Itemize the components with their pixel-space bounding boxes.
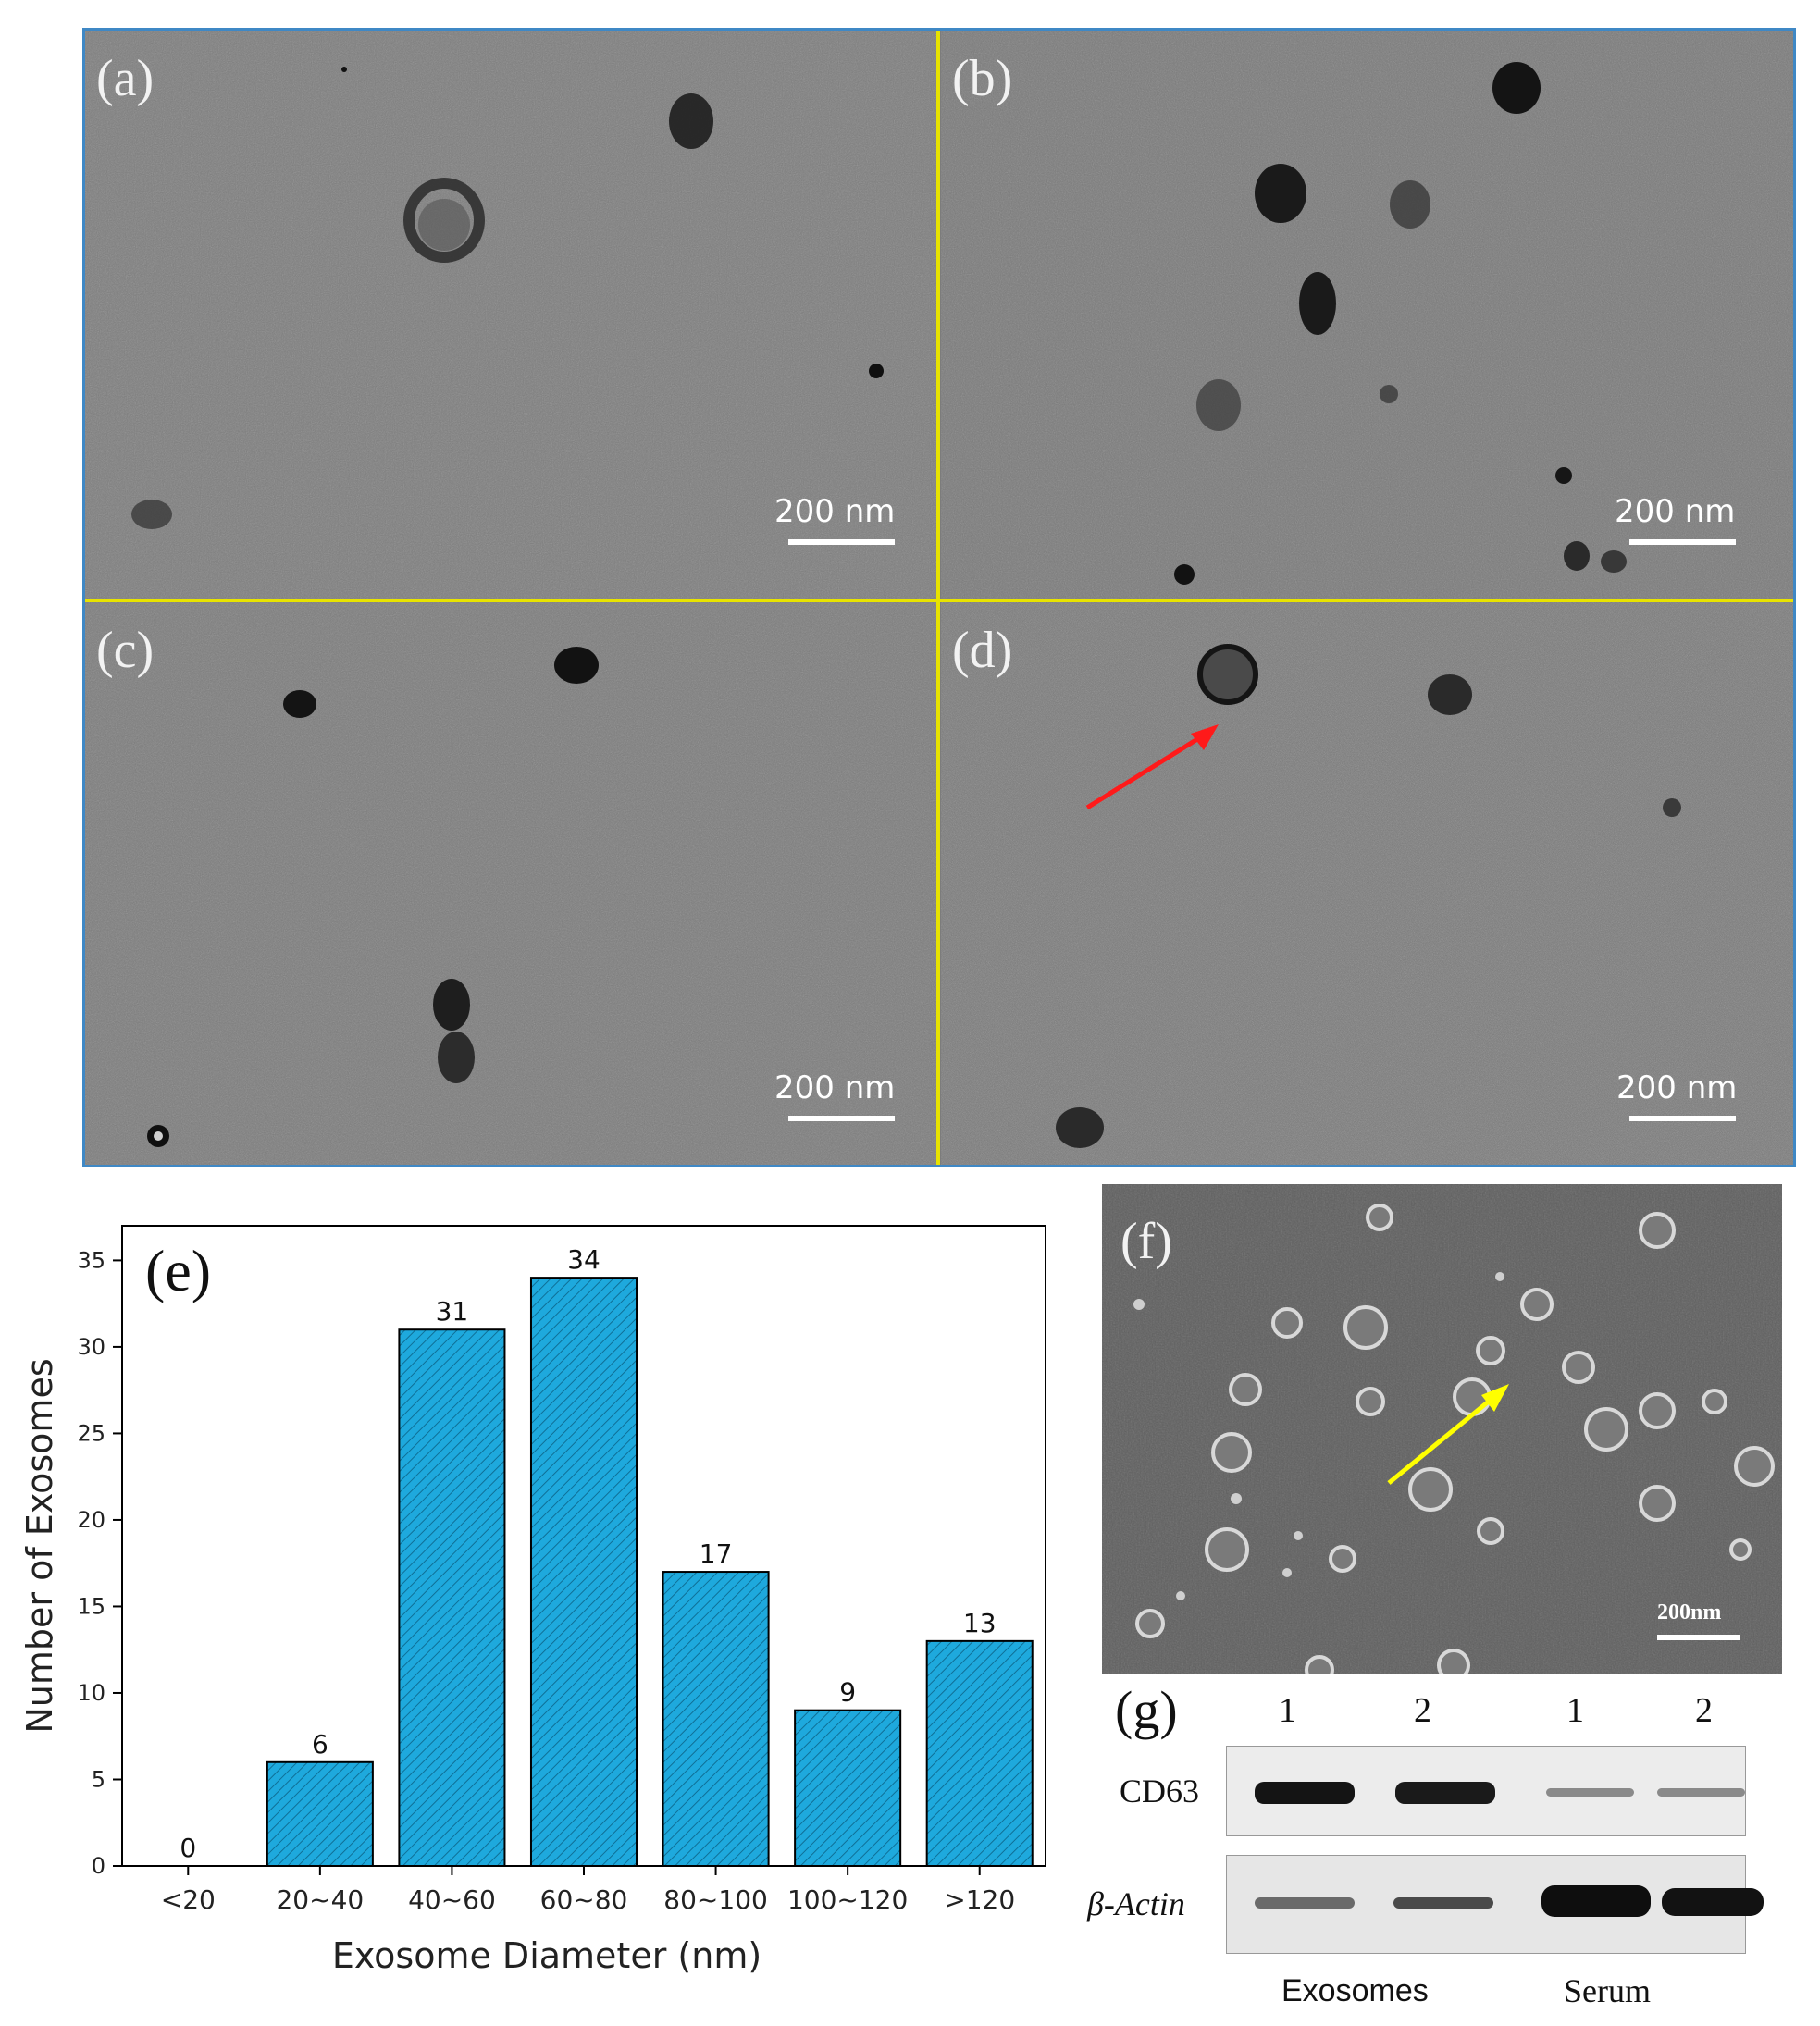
tem-panel-c: (c) 200 nm [85,602,936,1165]
data-label: 17 [700,1538,733,1569]
panel-letter-b: (b) [952,50,1013,107]
scalebar-label-a: 200 nm [774,493,896,530]
yellow-arrow-icon [1481,1384,1509,1412]
group-label-serum: Serum [1564,1972,1651,2009]
data-label: 6 [312,1729,328,1760]
tem-image-grid: (a) 200 nm (b) 200 nm [82,28,1796,1167]
bar-40~60 [398,1328,506,1868]
data-label: 0 [180,1833,196,1863]
exosome-diameter-histogram: 0 5 10 15 20 25 30 35 0 <20 6 20~40 31 40~60 34 60~80 17… [19,1225,1046,1976]
cd63-blot-strip [1226,1746,1746,1836]
y-tick-label: 35 [77,1247,105,1273]
tem-panel-d: (d) 200 nm [941,602,1793,1165]
scalebar-label-b: 200 nm [1615,493,1736,530]
tem-image-a [85,31,936,599]
actin-band-1 [1255,1897,1355,1909]
red-arrow-icon [1191,724,1219,750]
lane-label-1: 1 [1279,1691,1296,1730]
yellow-vertical-divider [936,31,940,1165]
group-label-exosomes: Exosomes [1281,1973,1429,2008]
lane-label-4: 2 [1695,1691,1713,1730]
tem-image-c [85,602,936,1165]
tem-image-b [941,31,1793,599]
tem-image-d [941,602,1793,1165]
data-label: 34 [567,1244,600,1275]
panel-letter-a: (a) [96,50,155,107]
x-tick-label: <20 [161,1884,216,1915]
sem-scalebar-label: 200nm [1657,1600,1722,1625]
x-axis-title: Exosome Diameter (nm) [332,1935,761,1976]
panel-letter-g: (g) [1115,1680,1178,1740]
actin-band-4 [1662,1888,1764,1916]
x-tick-label: 40~60 [408,1884,496,1915]
cd63-band-4 [1657,1788,1745,1797]
sem-panel-f: (f) 200nm [1102,1184,1782,1674]
scalebar-b [1629,539,1736,545]
y-tick-label: 0 [92,1853,105,1879]
actin-band-2 [1393,1897,1493,1909]
western-blot-panel-g: (g) 1 2 1 2 CD63 β-Actin Exosomes Serum [1073,1679,1814,2021]
scalebar-d [1629,1116,1736,1121]
y-tick-label: 25 [77,1420,105,1446]
scalebar-label-c: 200 nm [774,1069,896,1106]
actin-band-3 [1541,1885,1651,1917]
y-axis-title: Number of Exosomes [19,1358,60,1733]
yellow-arrow-shaft [1387,1390,1502,1485]
x-tick-label: 80~100 [663,1884,768,1915]
y-tick-label: 15 [77,1593,105,1619]
x-tick-label: 100~120 [787,1884,908,1915]
cd63-band-1 [1255,1782,1355,1804]
sem-image [1102,1184,1782,1674]
data-label: 13 [963,1608,997,1638]
bar-20~40 [266,1760,374,1868]
scalebar-label-d: 200 nm [1616,1069,1738,1106]
tem-panel-a: (a) 200 nm [85,31,936,599]
bar-100~120 [794,1709,902,1867]
row-label-beta-actin: β-Actin [1087,1885,1185,1922]
panel-letter-e: (e) [145,1238,211,1303]
data-label: 9 [839,1677,856,1708]
y-tick-label: 10 [77,1680,105,1706]
lane-label-3: 1 [1566,1691,1584,1730]
beta-actin-blot-strip [1226,1855,1764,1954]
panel-letter-c: (c) [96,622,155,679]
scalebar-c [788,1116,895,1121]
lane-label-2: 2 [1414,1691,1431,1730]
red-arrow-shaft [1085,729,1211,810]
yellow-horizontal-divider [85,599,1793,602]
data-label: 31 [436,1296,469,1327]
y-tick-label: 20 [77,1507,105,1533]
panel-letter-d: (d) [952,622,1013,679]
row-label-cd63: CD63 [1120,1773,1200,1810]
scalebar-a [788,539,895,545]
panel-letter-f: (f) [1120,1213,1172,1270]
bar->120 [925,1639,1034,1867]
histogram-panel-e: 0 5 10 15 20 25 30 35 0 <20 6 20~40 31 40~60 34 60~80 17… [0,1180,1073,2021]
cd63-band-2 [1395,1782,1495,1804]
x-tick-label: 60~80 [540,1884,628,1915]
cd63-band-3 [1546,1788,1634,1797]
x-tick-label: >120 [944,1884,1015,1915]
y-tick-label: 5 [92,1766,105,1792]
tem-panel-b: (b) 200 nm [941,31,1793,599]
bar-80~100 [662,1571,770,1867]
bar-60~80 [529,1277,638,1868]
sem-scalebar [1657,1635,1740,1640]
y-tick-label: 30 [77,1334,105,1360]
x-tick-label: 20~40 [276,1884,364,1915]
